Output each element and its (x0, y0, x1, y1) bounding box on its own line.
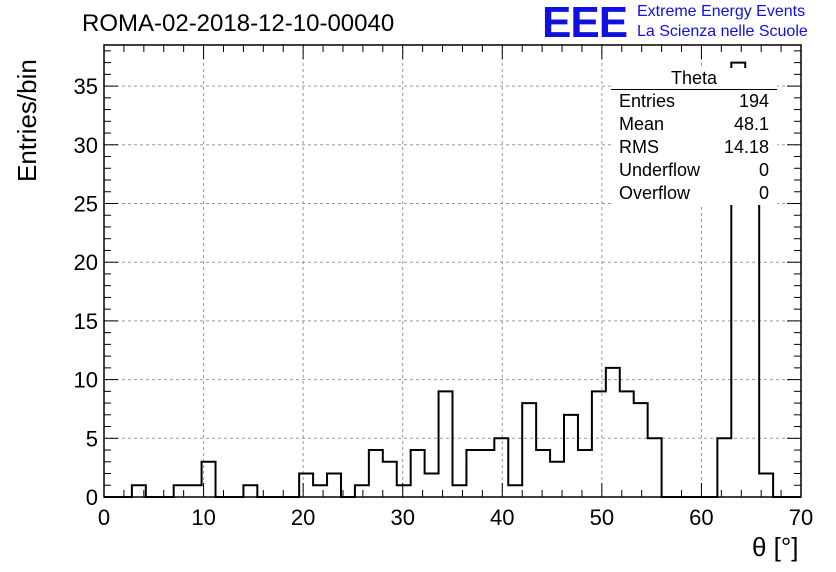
stats-box: Theta Entries 194 Mean 48.1 RMS 14.18 Un… (611, 68, 777, 205)
stats-label: Mean (619, 114, 665, 134)
histogram-bin (411, 450, 425, 497)
stats-value: 194 (738, 91, 769, 111)
histogram-bin (494, 438, 508, 497)
histogram-bin (564, 415, 578, 497)
y-tick-label: 5 (86, 426, 98, 451)
histogram-bin (453, 485, 467, 497)
x-tick-label: 60 (689, 505, 713, 530)
stats-value: 48.1 (733, 114, 769, 134)
logo-subtitle-line1: Extreme Energy Events (637, 3, 806, 20)
histogram-bin (578, 450, 592, 497)
y-tick-label: 35 (74, 74, 98, 99)
histogram-bin (648, 438, 662, 497)
stats-label: Underflow (619, 160, 701, 180)
plot-frame (103, 44, 802, 498)
x-tick-label: 70 (789, 505, 813, 530)
histogram-bin (313, 485, 327, 497)
stats-value: 0 (758, 183, 769, 203)
logo-subtitle-line2: La Scienza nelle Scuole (637, 23, 808, 40)
histogram-bin (327, 474, 341, 497)
histogram-bin (480, 450, 494, 497)
histogram-bin (383, 462, 397, 497)
histogram-bin (397, 485, 411, 497)
histogram-bin (369, 450, 383, 497)
histogram-bin (508, 485, 522, 497)
stats-row-underflow: Underflow 0 (611, 159, 777, 182)
y-tick-label: 15 (74, 309, 98, 334)
x-tick-label: 50 (590, 505, 614, 530)
histogram-bin (536, 450, 550, 497)
y-tick-label: 10 (74, 368, 98, 393)
histogram-bin (592, 391, 606, 497)
histogram-bin (425, 474, 439, 497)
stats-row-entries: Entries 194 (611, 90, 777, 113)
histogram-bin (243, 485, 257, 497)
y-tick-label: 0 (86, 485, 98, 510)
histogram-outline (104, 61, 801, 498)
x-tick-label: 30 (390, 505, 414, 530)
stats-name: Theta (611, 68, 777, 90)
histogram-bin (466, 450, 480, 497)
stats-label: RMS (619, 137, 659, 157)
histogram-bin (355, 485, 369, 497)
histogram-bin (717, 438, 731, 497)
histogram-bin (522, 403, 536, 497)
eee-logo: EEE (542, 0, 628, 47)
histogram-bin (188, 485, 202, 497)
y-tick-label: 20 (74, 250, 98, 275)
x-tick-label: 0 (98, 505, 110, 530)
histogram-bin (299, 474, 313, 497)
y-tick-label: 30 (74, 133, 98, 158)
x-axis-label: θ [°] (752, 532, 799, 562)
histogram-bin (174, 485, 188, 497)
stats-row-mean: Mean 48.1 (611, 113, 777, 136)
histogram-bin (606, 368, 620, 497)
stats-label: Entries (619, 91, 676, 111)
histogram-bin (439, 391, 453, 497)
x-tick-label: 20 (291, 505, 315, 530)
histogram-bin (620, 391, 634, 497)
stats-row-rms: RMS 14.18 (611, 136, 777, 159)
chart-title: ROMA-02-2018-12-10-00040 (82, 10, 395, 37)
stats-row-overflow: Overflow 0 (611, 182, 777, 205)
x-tick-label: 10 (191, 505, 215, 530)
stats-label: Overflow (619, 183, 691, 203)
x-tick-label: 40 (490, 505, 514, 530)
histogram-bin (634, 403, 648, 497)
stats-value: 0 (758, 160, 769, 180)
stats-value: 14.18 (723, 137, 769, 157)
y-axis-label: Entries/bin (12, 59, 42, 182)
y-tick-label: 25 (74, 191, 98, 216)
